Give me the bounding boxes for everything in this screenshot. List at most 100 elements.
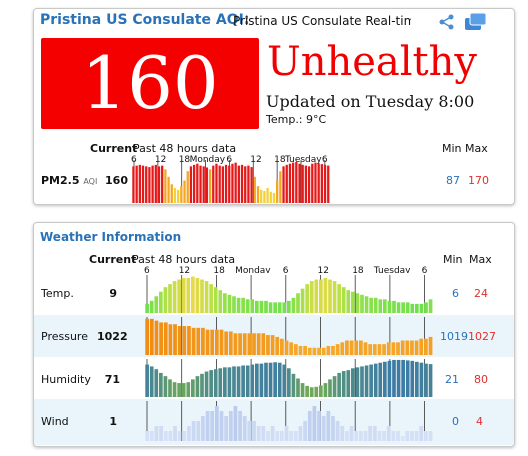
bar	[208, 169, 212, 203]
bar	[319, 385, 323, 397]
weather-card: Weather Information Current Past 48 hour…	[33, 222, 515, 447]
bar	[289, 431, 294, 441]
bar	[360, 366, 364, 397]
bar	[358, 340, 363, 355]
humidity-label[interactable]: Humidity	[41, 373, 91, 386]
bar	[145, 166, 148, 203]
x-tick-label: 12	[250, 155, 262, 165]
bar	[428, 431, 433, 441]
humidity-min: 21	[445, 373, 459, 386]
bar	[401, 359, 405, 397]
bar	[233, 333, 238, 355]
pressure-max: 1027	[468, 330, 496, 343]
share-icon[interactable]	[438, 13, 456, 31]
pressure-chart[interactable]	[145, 317, 433, 355]
bar	[159, 426, 163, 441]
bar	[183, 180, 186, 203]
bar	[327, 165, 330, 203]
temp-label[interactable]: Temp.	[41, 287, 74, 300]
bar	[355, 367, 360, 397]
bar	[244, 166, 247, 203]
bar	[245, 299, 250, 313]
bar	[236, 366, 241, 397]
bar	[247, 421, 252, 441]
temp-chart[interactable]	[145, 275, 433, 313]
humidity-chart[interactable]	[145, 359, 433, 397]
x-tick-label: 18	[274, 155, 286, 165]
bar	[328, 279, 332, 313]
bar	[410, 431, 414, 441]
bar	[154, 296, 159, 313]
bar	[215, 163, 218, 203]
bar	[351, 291, 355, 313]
bar	[405, 431, 410, 441]
bar	[321, 416, 326, 441]
x-tick-label: 6	[421, 266, 428, 276]
bar	[224, 331, 229, 355]
bar	[164, 169, 167, 203]
bar	[159, 372, 163, 397]
bar	[415, 303, 419, 313]
bar	[263, 191, 266, 203]
bar	[335, 421, 340, 441]
aqi-card: Pristina US Consulate AQI: Pristina US C…	[33, 8, 515, 205]
bar	[261, 333, 266, 355]
wind-chart[interactable]	[145, 401, 433, 441]
bar	[228, 331, 233, 355]
pm25-chart[interactable]	[132, 160, 330, 203]
bar	[218, 165, 221, 203]
bar	[332, 281, 337, 313]
wind-label[interactable]: Wind	[41, 415, 69, 428]
bar	[364, 365, 369, 397]
aqi-title[interactable]: Pristina US Consulate AQI:	[40, 12, 250, 28]
bar	[195, 278, 200, 313]
bar	[305, 385, 309, 397]
bar	[196, 163, 199, 203]
bar	[245, 365, 250, 397]
bar	[182, 431, 187, 441]
bar	[256, 426, 261, 441]
bar	[377, 431, 382, 441]
bar	[288, 163, 292, 203]
bar	[391, 431, 396, 441]
bar	[181, 278, 186, 313]
bar	[279, 171, 282, 203]
bar	[396, 342, 400, 355]
pressure-label[interactable]: Pressure	[41, 330, 88, 343]
bar	[387, 360, 392, 397]
bar	[253, 176, 256, 203]
widget-icon[interactable]	[464, 12, 488, 32]
bar	[255, 363, 259, 397]
bar	[392, 300, 396, 313]
min-header: Min	[442, 142, 462, 155]
bar	[168, 379, 172, 397]
bar	[151, 165, 154, 203]
bar	[189, 166, 193, 203]
x-tick-label: 12	[317, 266, 329, 276]
bar	[320, 164, 324, 203]
bar	[196, 327, 201, 355]
bar	[191, 276, 195, 313]
pm25-label[interactable]: PM2.5 AQI	[41, 174, 98, 187]
bar	[228, 165, 231, 203]
bar	[295, 161, 298, 203]
bar	[214, 406, 219, 441]
bar	[259, 363, 264, 397]
bar	[340, 426, 345, 441]
bar	[323, 278, 328, 313]
pm25-min: 87	[446, 174, 460, 187]
bar	[341, 287, 346, 313]
bar	[201, 416, 205, 441]
bar	[219, 411, 224, 441]
bar	[368, 344, 373, 355]
bar	[149, 300, 154, 313]
bar	[396, 302, 401, 313]
bar	[168, 431, 173, 441]
bar	[293, 431, 298, 441]
bar	[383, 299, 387, 313]
bar	[391, 342, 396, 355]
bar	[227, 294, 232, 313]
bar	[276, 180, 279, 203]
bar	[167, 176, 170, 203]
bar	[349, 426, 354, 441]
